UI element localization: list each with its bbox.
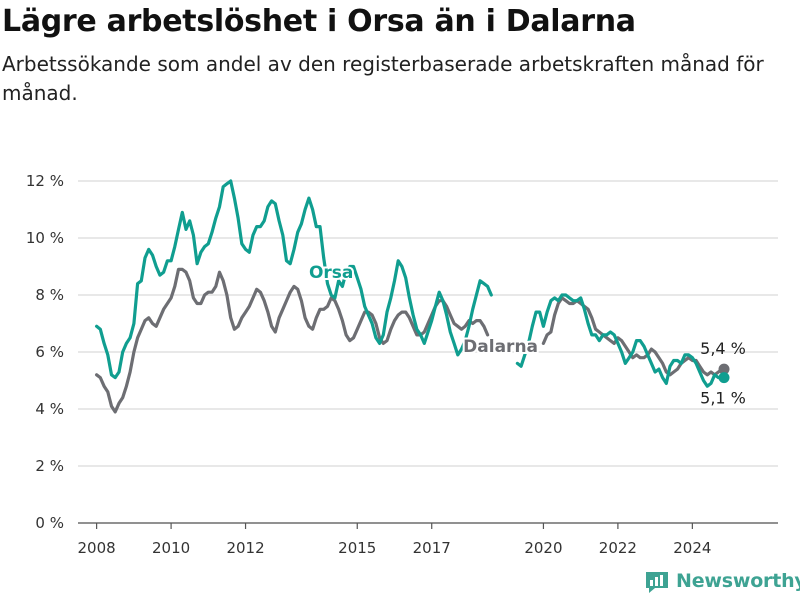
series-labels: Orsa Dalarna 5,4 % 5,1 % [307, 261, 746, 408]
series-lines [95, 179, 730, 414]
x-tick-label: 2015 [338, 539, 376, 557]
orsa-line-segment-0 [95, 179, 493, 380]
x-tick-label: 2024 [673, 539, 711, 557]
orsa-series-label: Orsa [309, 263, 353, 283]
x-axis: 2008 2010 2012 2015 2017 2020 2022 2024 [78, 523, 711, 557]
dalarna-end-point [718, 363, 730, 375]
dalarna-series-label: Dalarna [463, 337, 538, 357]
y-tick-label: 0 % [35, 514, 64, 532]
dalarna-line-segment-0 [95, 267, 490, 414]
y-tick-label: 6 % [35, 343, 64, 361]
y-tick-label: 2 % [35, 457, 64, 475]
newsworthy-logo: Newsworthy [644, 568, 800, 594]
x-tick-label: 2020 [524, 539, 562, 557]
x-tick-label: 2017 [413, 539, 451, 557]
y-axis: 0 % 2 % 4 % 6 % 8 % 10 % 12 % [26, 172, 64, 532]
y-tick-label: 10 % [26, 229, 64, 247]
y-tick-label: 4 % [35, 400, 64, 418]
orsa-end-label: 5,1 % [700, 389, 746, 408]
chart-subtitle: Arbetssökande som andel av den registerb… [2, 52, 764, 105]
x-tick-label: 2010 [152, 539, 190, 557]
orsa-line-segment-1 [515, 293, 726, 388]
x-tick-label: 2012 [226, 539, 264, 557]
y-tick-label: 8 % [35, 286, 64, 304]
brand-name: Newsworthy [676, 570, 800, 592]
newsworthy-logo-icon [646, 572, 668, 593]
x-tick-label: 2022 [599, 539, 637, 557]
orsa-end-point [718, 372, 730, 384]
gridlines [78, 180, 778, 524]
dalarna-end-label: 5,4 % [700, 339, 746, 358]
x-tick-label: 2008 [78, 539, 116, 557]
chart-title: Lägre arbetslöshet i Orsa än i Dalarna [2, 4, 636, 39]
y-tick-label: 12 % [26, 172, 64, 190]
